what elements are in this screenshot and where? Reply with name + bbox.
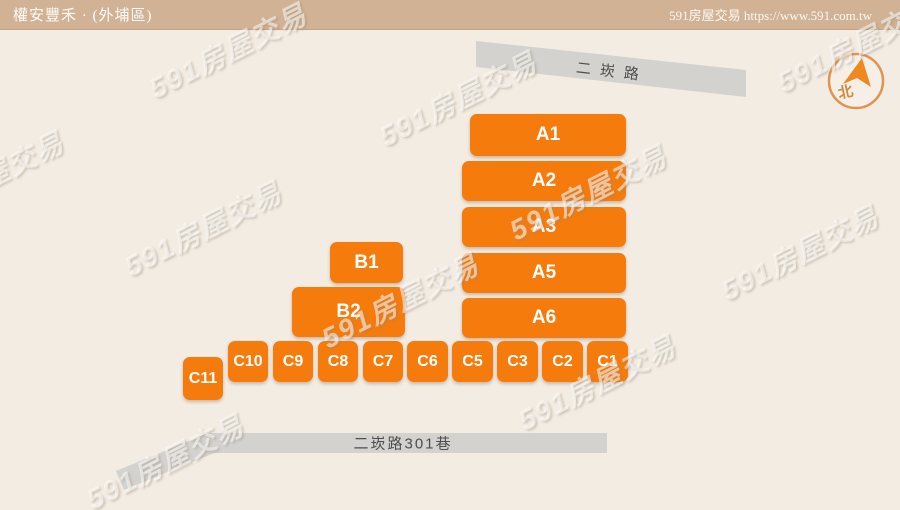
block-a3[interactable]: A3 xyxy=(462,207,626,247)
road-lane301-shape xyxy=(116,433,607,490)
block-c9[interactable]: C9 xyxy=(273,341,313,382)
road-erkan-shape xyxy=(476,41,746,97)
block-c1[interactable]: C1 xyxy=(587,341,628,382)
block-c11[interactable]: C11 xyxy=(183,357,223,400)
road-label-lane301: 二崁路301巷 xyxy=(353,435,453,453)
block-c3[interactable]: C3 xyxy=(497,341,538,382)
block-c10[interactable]: C10 xyxy=(228,341,268,382)
block-c2[interactable]: C2 xyxy=(542,341,583,382)
block-c8[interactable]: C8 xyxy=(318,341,358,382)
compass-icon xyxy=(827,52,885,110)
block-c7[interactable]: C7 xyxy=(363,341,403,382)
header-bar: 權安豐禾 · (外埔區) 591房屋交易 https://www.591.com… xyxy=(0,0,900,30)
site-credit: 591房屋交易 https://www.591.com.tw xyxy=(669,8,872,23)
block-b2[interactable]: B2 xyxy=(292,287,405,337)
compass: 北 xyxy=(825,50,887,112)
page-title: 權安豐禾 · (外埔區) xyxy=(13,8,153,24)
block-a5[interactable]: A5 xyxy=(462,253,626,293)
block-a1[interactable]: A1 xyxy=(470,114,626,156)
block-b1[interactable]: B1 xyxy=(330,242,403,283)
compass-circle xyxy=(827,52,885,110)
block-a6[interactable]: A6 xyxy=(462,298,626,338)
block-c5[interactable]: C5 xyxy=(452,341,493,382)
block-c6[interactable]: C6 xyxy=(407,341,448,382)
compass-north-arrow-icon xyxy=(843,58,871,87)
block-a2[interactable]: A2 xyxy=(462,161,626,201)
